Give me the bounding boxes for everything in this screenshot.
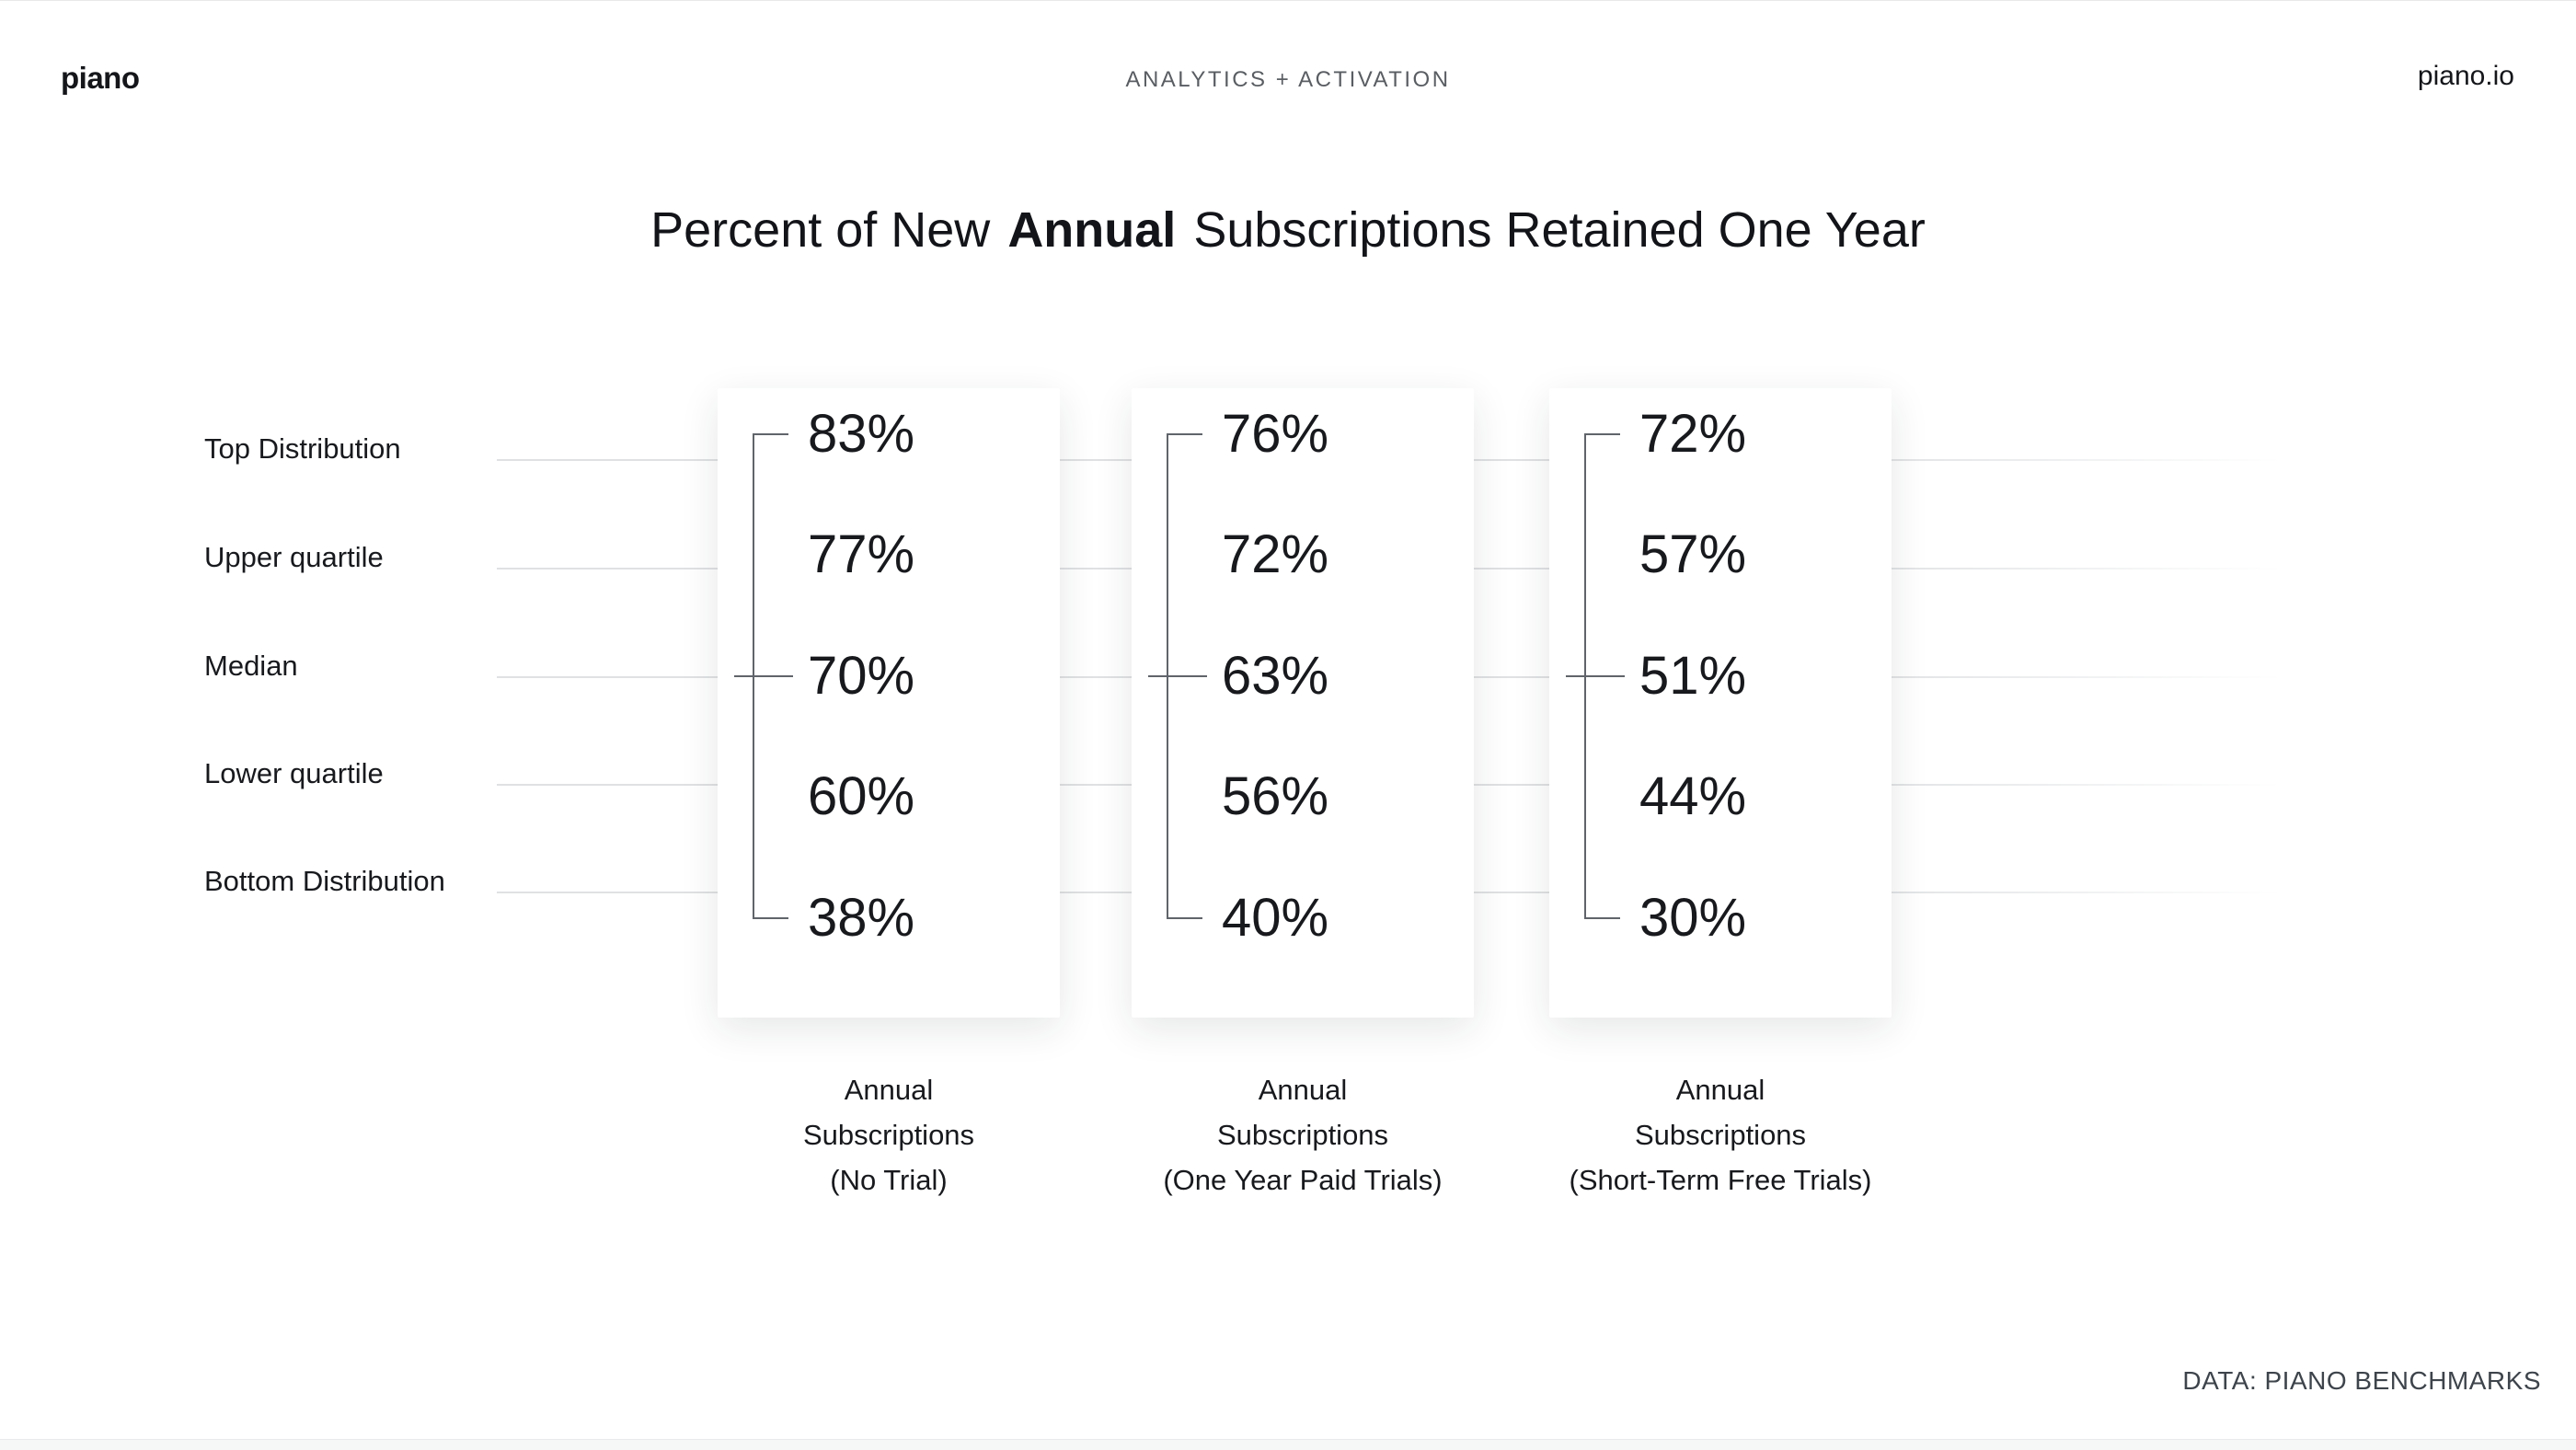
bracket-tick-bottom — [753, 917, 788, 919]
data-source-note: DATA: PIANO BENCHMARKS — [2182, 1366, 2541, 1395]
value-bottom-distribution: 40% — [1221, 888, 1329, 948]
value-median: 70% — [807, 646, 915, 706]
value-top-distribution: 76% — [1221, 404, 1329, 464]
title-prefix: Percent of New — [650, 202, 991, 258]
column-label-line: Annual — [1258, 1074, 1348, 1106]
column-label-one-year-paid-trials: Annual Subscriptions (One Year Paid Tria… — [1075, 1067, 1531, 1203]
value-lower-quartile: 60% — [807, 766, 915, 826]
value-top-distribution: 72% — [1639, 404, 1747, 464]
value-top-distribution: 83% — [807, 404, 915, 464]
column-label-line: Annual — [844, 1074, 934, 1106]
page-title: Percent of New Annual Subscriptions Reta… — [0, 197, 2576, 263]
site-url: piano.io — [2417, 61, 2514, 91]
distribution-card-one-year-paid-trials: 76% 72% 63% 56% 40% — [1132, 388, 1474, 1018]
value-bottom-distribution: 38% — [807, 888, 915, 948]
row-label-upper-quartile: Upper quartile — [204, 541, 384, 573]
distribution-card-no-trial: 83% 77% 70% 60% 38% — [718, 388, 1060, 1018]
value-median: 51% — [1639, 646, 1747, 706]
bracket-tick-bottom — [1584, 917, 1620, 919]
column-label-no-trial: Annual Subscriptions (No Trial) — [661, 1067, 1117, 1203]
row-label-bottom-distribution: Bottom Distribution — [204, 865, 445, 897]
piano-logo: piano — [61, 61, 140, 95]
value-upper-quartile: 57% — [1639, 524, 1747, 584]
column-label-short-term-free-trials: Annual Subscriptions (Short-Term Free Tr… — [1492, 1067, 1949, 1203]
bottom-edge-strip — [0, 1439, 2576, 1450]
row-label-top-distribution: Top Distribution — [204, 432, 401, 465]
top-hairline — [0, 0, 2576, 1]
column-label-line: (One Year Paid Trials) — [1163, 1164, 1443, 1196]
column-label-line: (No Trial) — [830, 1164, 948, 1196]
value-upper-quartile: 72% — [1221, 524, 1329, 584]
bracket-tick-median — [1148, 675, 1207, 677]
value-lower-quartile: 56% — [1221, 766, 1329, 826]
title-emphasis: Annual — [1007, 202, 1177, 258]
bracket-tick-top — [1584, 433, 1620, 435]
distribution-card-short-term-free-trials: 72% 57% 51% 44% 30% — [1549, 388, 1892, 1018]
value-lower-quartile: 44% — [1639, 766, 1747, 826]
value-bottom-distribution: 30% — [1639, 888, 1747, 948]
column-label-line: Annual — [1675, 1074, 1765, 1106]
bracket-tick-median — [1566, 675, 1625, 677]
row-label-lower-quartile: Lower quartile — [204, 757, 384, 789]
header-tagline: ANALYTICS + ACTIVATION — [1125, 67, 1451, 92]
column-label-line: Subscriptions — [802, 1119, 975, 1151]
bracket-tick-top — [753, 433, 788, 435]
value-upper-quartile: 77% — [807, 524, 915, 584]
bracket-tick-median — [734, 675, 793, 677]
bracket-tick-bottom — [1167, 917, 1202, 919]
bracket-tick-top — [1167, 433, 1202, 435]
column-label-line: (Short-Term Free Trials) — [1569, 1164, 1872, 1196]
column-label-line: Subscriptions — [1216, 1119, 1389, 1151]
column-label-line: Subscriptions — [1634, 1119, 1807, 1151]
row-label-median: Median — [204, 650, 298, 682]
title-suffix: Subscriptions Retained One Year — [1193, 202, 1926, 258]
value-median: 63% — [1221, 646, 1329, 706]
